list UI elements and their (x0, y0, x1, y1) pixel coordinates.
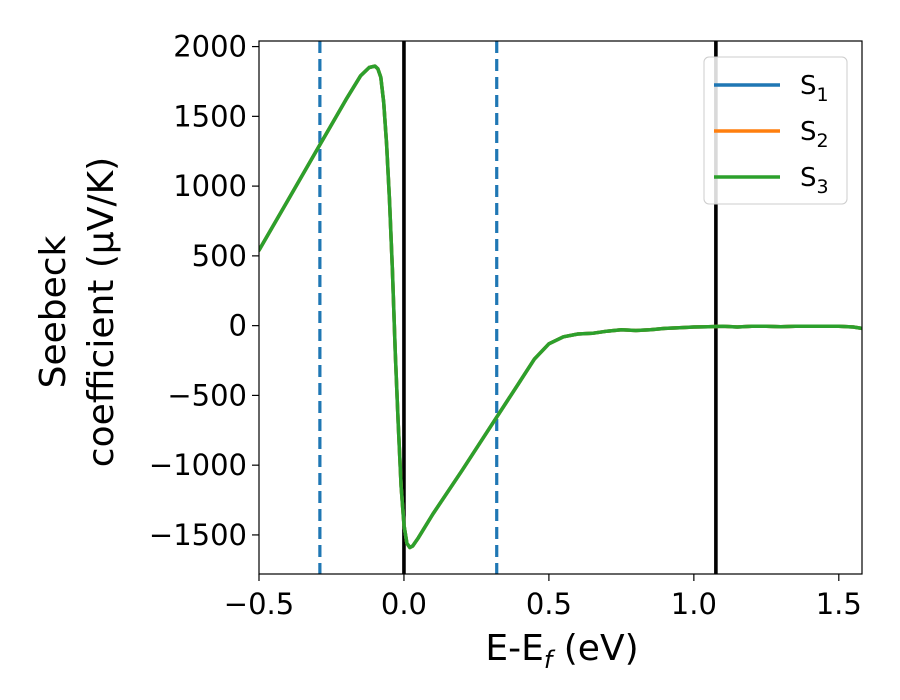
y-tick-label: 0 (229, 309, 247, 343)
x-axis-label-tail: (eV) (552, 628, 638, 669)
reference-lines (318, 41, 718, 574)
y-tick-label: 1000 (173, 169, 247, 203)
y-tick-label: 1500 (173, 99, 247, 133)
x-tick-label: −0.5 (224, 587, 294, 621)
x-axis-label-main: E-E (485, 628, 543, 669)
x-tick-label: 0.0 (381, 587, 427, 621)
y-axis-label-line-1: Seebeck (33, 235, 74, 388)
y-tick-label: 2000 (173, 30, 247, 64)
x-tick-label: 0.5 (526, 587, 572, 621)
x-tick-label: 1.5 (816, 587, 862, 621)
legend: S1 S2 S3 (703, 56, 848, 205)
series-curves (259, 64, 862, 550)
legend-label-S2: S2 (800, 117, 829, 152)
plot-frame (258, 40, 863, 575)
series-line-S3 (259, 64, 862, 550)
y-tick-label: −500 (167, 378, 247, 412)
legend-label-S3: S3 (800, 163, 829, 198)
y-axis-label: Seebeck coefficient (μV/K) (33, 157, 122, 467)
axis-ticks: −0.5 0.0 0.5 1.0 1.5 −1500 −1000 −500 0 500 1000 15… (149, 30, 862, 621)
x-tick-label: 1.0 (671, 587, 717, 621)
y-tick-label: −1000 (149, 448, 247, 482)
y-tick-label: 500 (192, 239, 247, 273)
y-tick-label: −1500 (149, 518, 247, 552)
x-axis-label: E-Ef (eV) (485, 628, 638, 674)
legend-label-S1: S1 (800, 71, 829, 106)
y-axis-label-line-2: coefficient (μV/K) (81, 157, 122, 467)
